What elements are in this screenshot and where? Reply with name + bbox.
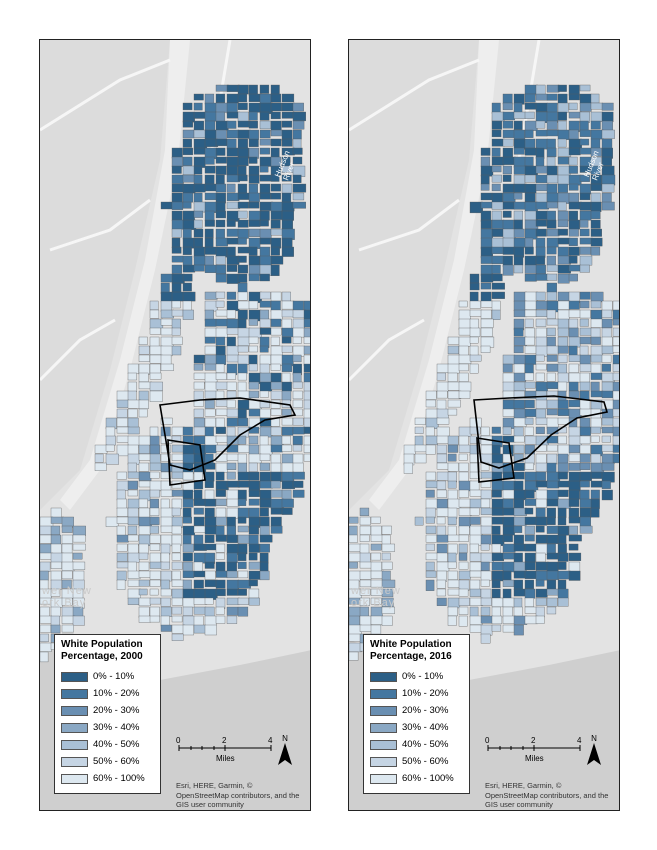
legend-label: 50% - 60% — [93, 756, 140, 767]
legend-title: White Population Percentage, 2016 — [370, 639, 452, 662]
north-arrow-icon: N — [585, 733, 603, 769]
legend-row: 20% - 30% — [370, 702, 463, 719]
legend-label: 60% - 100% — [402, 773, 454, 784]
attribution-text: Esri, HERE, Garmin, © OpenStreetMap cont… — [176, 781, 300, 809]
legend-label: 30% - 40% — [402, 722, 449, 733]
legend-swatch — [370, 722, 397, 733]
legend-rows: 0% - 10% 10% - 20% 20% - 30% 30% - 40% 40% -… — [370, 668, 463, 787]
legend-row: 30% - 40% — [61, 719, 154, 736]
legend-swatch — [61, 722, 88, 733]
legend-label: 0% - 10% — [402, 671, 444, 682]
legend-row: 0% - 10% — [370, 668, 463, 685]
scale-tick: 4 — [577, 736, 582, 745]
legend-rows: 0% - 10% 10% - 20% 20% - 30% 30% - 40% 40% -… — [61, 668, 154, 787]
legend-swatch — [370, 688, 397, 699]
legend-label: 30% - 40% — [93, 722, 140, 733]
legend-swatch — [61, 671, 88, 682]
legend-label: 40% - 50% — [402, 739, 449, 750]
scale-tick: 2 — [531, 736, 536, 745]
legend-row: 0% - 10% — [61, 668, 154, 685]
scale-unit: Miles — [525, 754, 544, 763]
legend-label: 0% - 10% — [93, 671, 135, 682]
north-arrow-icon: N — [276, 733, 294, 769]
map-panel-2000[interactable]: wer New ork Bay Hudson River White Popula… — [39, 39, 311, 811]
legend-label: 10% - 20% — [402, 688, 449, 699]
legend-row: 50% - 60% — [61, 753, 154, 770]
legend-swatch — [61, 705, 88, 716]
attribution-text: Esri, HERE, Garmin, © OpenStreetMap cont… — [485, 781, 609, 809]
legend-swatch — [370, 756, 397, 767]
legend-row: 30% - 40% — [370, 719, 463, 736]
scale-tick: 2 — [222, 736, 227, 745]
legend-swatch — [370, 671, 397, 682]
svg-text:N: N — [282, 734, 288, 743]
legend-swatch — [370, 773, 397, 784]
legend-title: White Population Percentage, 2000 — [61, 639, 143, 662]
legend: White Population Percentage, 2016 0% - 1… — [363, 634, 470, 794]
legend-label: 20% - 30% — [93, 705, 140, 716]
scale-tick: 0 — [485, 736, 490, 745]
svg-text:N: N — [591, 734, 597, 743]
bay-label: wer New ork Bay — [42, 585, 92, 609]
map-panel-2016[interactable]: wer New ork Bay Hudson River White Popula… — [348, 39, 620, 811]
scale-tick: 0 — [176, 736, 181, 745]
legend-label: 40% - 50% — [93, 739, 140, 750]
legend-label: 10% - 20% — [93, 688, 140, 699]
legend-swatch — [61, 756, 88, 767]
legend-swatch — [61, 739, 88, 750]
legend-label: 50% - 60% — [402, 756, 449, 767]
scale-bar: 0 2 4 Miles — [176, 736, 276, 766]
legend-swatch — [61, 773, 88, 784]
legend-row: 60% - 100% — [370, 770, 463, 787]
legend-swatch — [370, 705, 397, 716]
legend-label: 20% - 30% — [402, 705, 449, 716]
legend-row: 50% - 60% — [370, 753, 463, 770]
scale-unit: Miles — [216, 754, 235, 763]
legend-swatch — [61, 688, 88, 699]
legend-row: 40% - 50% — [370, 736, 463, 753]
scale-bar: 0 2 4 Miles — [485, 736, 585, 766]
legend-row: 40% - 50% — [61, 736, 154, 753]
legend-label: 60% - 100% — [93, 773, 145, 784]
legend-swatch — [370, 739, 397, 750]
legend-row: 60% - 100% — [61, 770, 154, 787]
legend-row: 10% - 20% — [61, 685, 154, 702]
legend: White Population Percentage, 2000 0% - 1… — [54, 634, 161, 794]
legend-row: 20% - 30% — [61, 702, 154, 719]
bay-label: wer New ork Bay — [351, 585, 401, 609]
legend-row: 10% - 20% — [370, 685, 463, 702]
scale-tick: 4 — [268, 736, 273, 745]
